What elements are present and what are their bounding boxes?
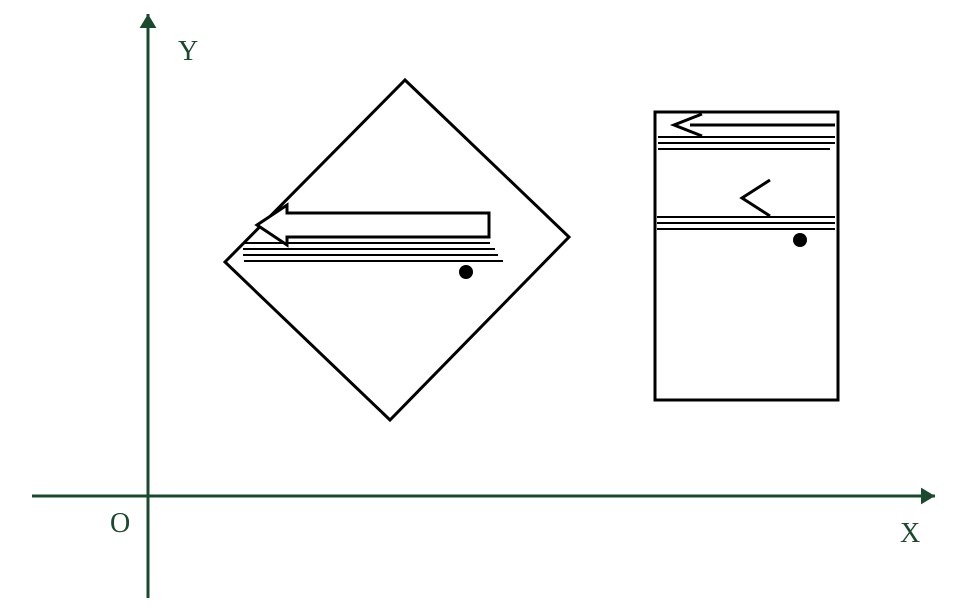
y-axis-label: Y	[178, 36, 198, 68]
upright-rectangle-shape	[655, 112, 838, 400]
x-axis-label: X	[900, 518, 920, 550]
rotated-rectangle-shape	[225, 80, 569, 420]
coordinate-axes	[32, 14, 935, 598]
origin-label: O	[110, 508, 130, 540]
diagram-canvas	[0, 0, 965, 614]
